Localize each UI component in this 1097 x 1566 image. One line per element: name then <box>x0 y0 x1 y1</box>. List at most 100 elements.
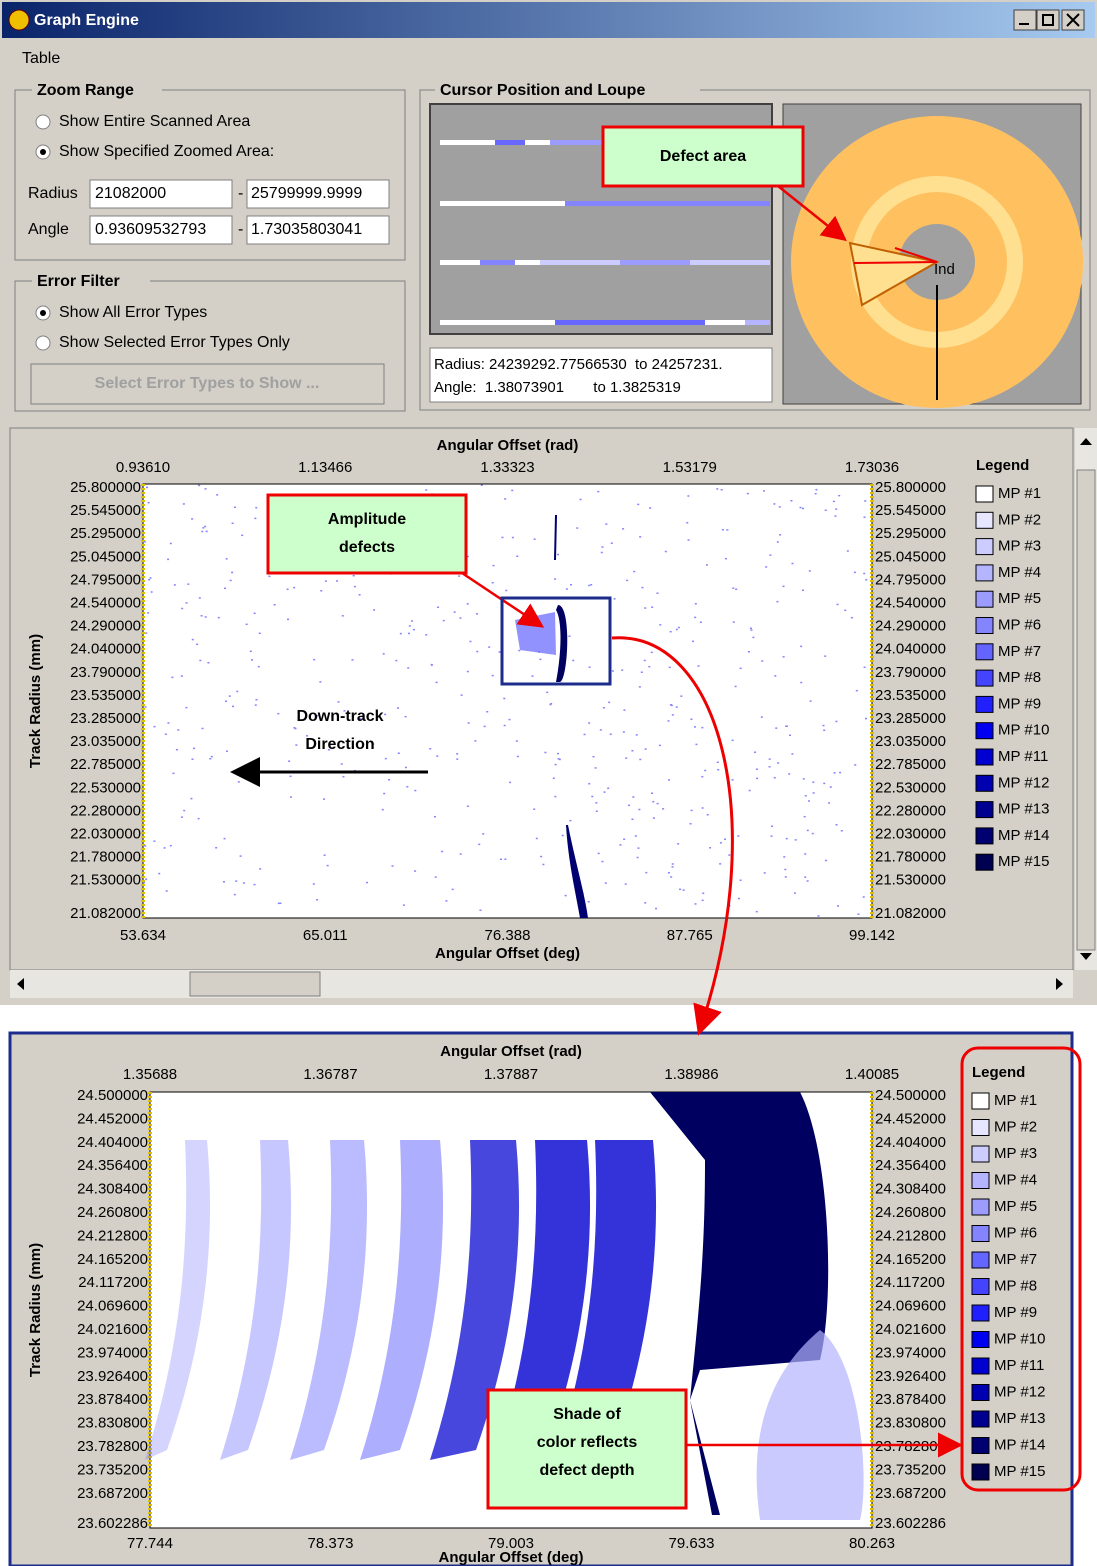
scan-dot <box>649 507 651 509</box>
scan-dot <box>454 611 456 613</box>
scan-dot <box>405 767 407 769</box>
radio-dot <box>40 149 46 155</box>
scan-dot <box>148 579 150 581</box>
radio-button[interactable] <box>36 336 50 350</box>
tick-label: 1.40085 <box>845 1066 899 1083</box>
horizontal-scrollbar[interactable] <box>10 970 1073 998</box>
scan-dot <box>837 604 839 606</box>
scan-dot <box>863 896 865 898</box>
scan-dot <box>172 773 174 775</box>
scan-dot <box>209 758 211 760</box>
scan-dot <box>800 507 802 509</box>
scan-dot <box>756 778 758 780</box>
scan-dot <box>692 641 694 643</box>
tick-label: 24.260800 <box>77 1204 148 1221</box>
button-label[interactable]: Select Error Types to Show ... <box>95 375 320 392</box>
tick-label: 87.765 <box>667 927 713 944</box>
scan-dot <box>651 607 653 609</box>
tick-label: 80.263 <box>849 1535 895 1552</box>
scan-dot <box>659 745 661 747</box>
scan-dot <box>288 760 290 762</box>
tick-label: 1.13466 <box>298 459 352 476</box>
scan-dot <box>608 702 610 704</box>
tick-label: 24.069600 <box>875 1298 946 1315</box>
scan-dot <box>342 615 344 617</box>
tick-label: 24.540000 <box>70 594 141 611</box>
scan-dot <box>761 716 763 718</box>
scan-dot <box>166 890 168 892</box>
scan-dot <box>783 656 785 658</box>
legend-swatch <box>976 749 993 765</box>
tick-label: 23.602286 <box>875 1515 946 1532</box>
scan-dot <box>199 597 201 599</box>
legend-swatch <box>972 1464 989 1480</box>
angle-to[interactable]: 1.73035803041 <box>251 221 362 238</box>
scan-dot <box>532 675 534 677</box>
scan-dot <box>807 830 809 832</box>
maximize-button[interactable] <box>1037 10 1059 30</box>
scan-dot <box>540 856 542 858</box>
radio-label[interactable]: Show Specified Zoomed Area: <box>59 143 274 160</box>
scan-dot <box>631 750 633 752</box>
tick-label: 23.687200 <box>875 1485 946 1502</box>
scan-dot <box>680 695 682 697</box>
tick-label: 25.045000 <box>875 548 946 565</box>
scan-dot <box>785 726 787 728</box>
scan-dot <box>492 675 494 677</box>
scan-dot <box>619 844 621 846</box>
menu-item[interactable]: Table <box>22 50 60 67</box>
scan-dot <box>786 838 788 840</box>
scan-dot <box>815 489 817 491</box>
tick-label: 24.069600 <box>77 1298 148 1315</box>
scan-dot <box>198 818 200 820</box>
scan-dot <box>639 686 641 688</box>
tick-label: 23.035000 <box>875 733 946 750</box>
scan-dot <box>698 665 700 667</box>
field-label: Radius <box>28 185 78 202</box>
scan-dot <box>500 859 502 861</box>
radio-label[interactable]: Show Selected Error Types Only <box>59 334 290 351</box>
scan-dot <box>458 575 460 577</box>
scan-dot <box>733 621 735 623</box>
radius-to[interactable]: 25799999.9999 <box>251 185 362 202</box>
scan-dot <box>234 894 236 896</box>
scan-dot <box>555 764 557 766</box>
legend-swatch <box>972 1305 989 1321</box>
scan-dot <box>411 620 413 622</box>
scan-dot <box>621 669 623 671</box>
scan-dot <box>204 526 206 528</box>
scan-dot <box>752 637 754 639</box>
axis-title: Angular Offset (deg) <box>435 945 580 962</box>
radio-label[interactable]: Show All Error Types <box>59 304 207 321</box>
scan-dot <box>191 758 193 760</box>
scan-dot <box>639 759 641 761</box>
axis-title: Track Radius (mm) <box>27 1243 44 1377</box>
scan-dot <box>756 768 758 770</box>
scan-dot <box>695 603 697 605</box>
scan-dot <box>414 790 416 792</box>
scan-dot <box>812 781 814 783</box>
scan-dot <box>833 501 835 503</box>
scan-dot <box>687 495 689 497</box>
scan-dot <box>373 609 375 611</box>
scan-dot <box>198 485 200 487</box>
tick-label: 25.545000 <box>70 502 141 519</box>
scan-dot <box>187 583 189 585</box>
minimize-button[interactable] <box>1014 10 1036 30</box>
tick-label: 23.735200 <box>77 1461 148 1478</box>
legend-label: MP #14 <box>998 827 1049 844</box>
radio-button[interactable] <box>36 115 50 129</box>
scan-dot <box>788 773 790 775</box>
angle-from[interactable]: 0.93609532793 <box>95 221 206 238</box>
scan-dot <box>841 830 843 832</box>
scan-dot <box>825 510 827 512</box>
tick-label: 23.602286 <box>77 1515 148 1532</box>
radio-label[interactable]: Show Entire Scanned Area <box>59 113 250 130</box>
radius-from[interactable]: 21082000 <box>95 185 166 202</box>
scan-dot <box>824 655 826 657</box>
scan-dot <box>342 776 344 778</box>
scan-dot <box>662 808 664 810</box>
tick-label: 24.040000 <box>875 641 946 658</box>
scan-dot <box>565 895 567 897</box>
scan-dot <box>600 729 602 731</box>
